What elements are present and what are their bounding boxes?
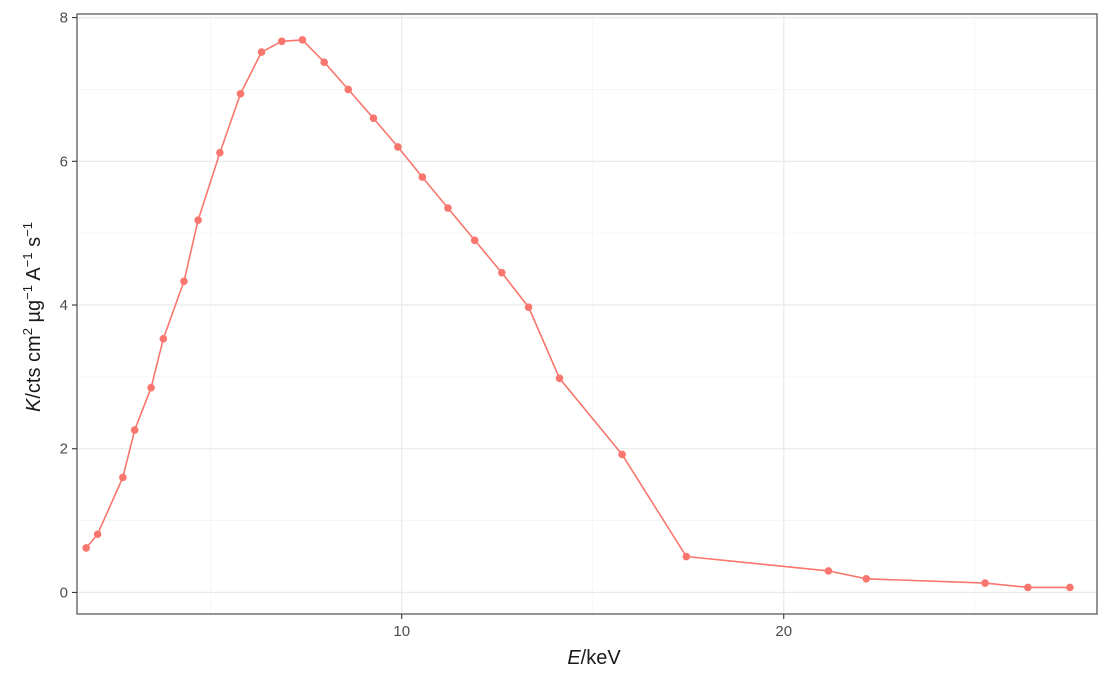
y-tick-labels: 0 2 4 6 8 [60,10,77,601]
data-point [418,173,427,181]
y-tick-label: 6 [60,153,68,170]
data-point [1024,583,1032,592]
x-tick-label: 10 [393,623,410,640]
series-line-layer [85,39,1070,589]
plot-panel-border [76,13,1098,615]
data-point [147,383,155,392]
data-point [369,114,378,122]
data-point [344,85,353,94]
data-point [444,204,452,212]
data-point [180,277,188,286]
data-point [320,58,328,66]
data-point [618,450,626,459]
data-point [394,143,402,151]
data-point [216,148,224,157]
x-tick-labels: 10 20 [393,614,792,640]
y-axis-title: K/cts cm2 µg−1 A−1 s−1 [20,222,45,412]
data-point [159,334,168,343]
data-point [130,426,139,434]
series-line [85,39,1070,589]
data-point [1066,583,1074,592]
data-point [82,544,90,552]
data-point [524,303,533,311]
data-point [277,37,286,46]
minor-gridlines [77,14,1097,614]
data-point [93,530,102,539]
data-points [82,36,1074,592]
data-point [498,268,506,277]
data-point [194,216,202,225]
y-tick-label: 8 [60,10,68,27]
data-point [119,473,127,482]
data-point [824,567,833,575]
y-tick-label: 0 [60,584,68,601]
data-point [981,579,989,587]
y-tick-label: 4 [60,297,68,314]
data-point [555,374,564,383]
data-point [682,552,691,561]
x-tick-label: 20 [775,623,792,640]
data-point [470,236,479,245]
y-tick-label: 2 [60,441,68,458]
data-point [298,36,307,44]
major-gridlines [77,14,1097,614]
x-axis-title: E/keV [567,647,621,669]
data-point [236,89,245,98]
data-point [862,574,871,583]
data-point [257,48,266,56]
